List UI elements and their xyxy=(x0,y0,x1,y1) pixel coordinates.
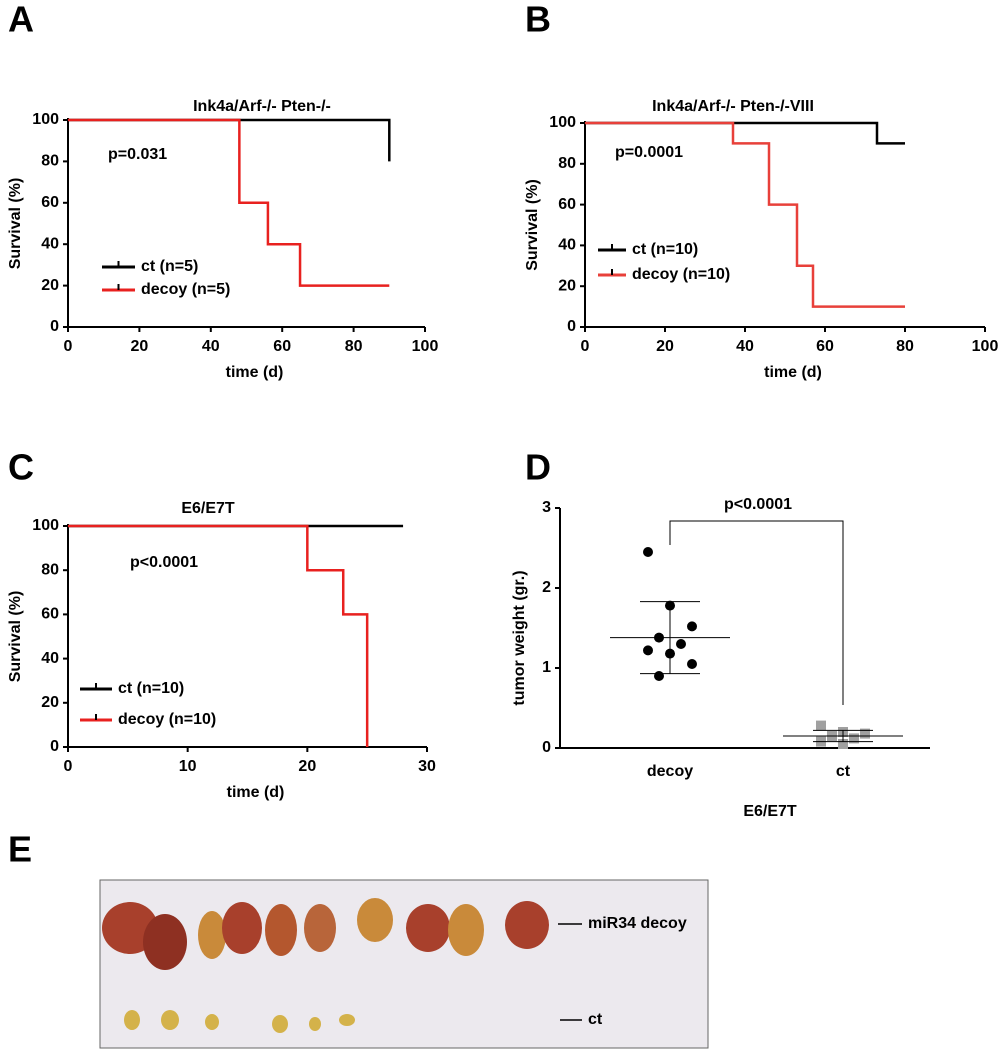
data-point xyxy=(676,639,686,649)
panel-letter: D xyxy=(525,447,551,488)
x-tick-label: 20 xyxy=(298,758,316,775)
tumor-photo xyxy=(99,879,709,1049)
x-tick-label: decoy xyxy=(647,763,693,780)
legend-label: decoy (n=10) xyxy=(632,266,730,283)
x-tick-label: 20 xyxy=(656,338,674,355)
y-tick-label: 100 xyxy=(32,517,59,534)
panel-letter: E xyxy=(8,829,32,870)
annotation: p<0.0001 xyxy=(724,496,792,513)
y-tick-label: 40 xyxy=(558,237,576,254)
axes xyxy=(559,508,930,749)
data-point xyxy=(860,728,870,739)
photo-label: ct xyxy=(588,1011,603,1028)
data-point xyxy=(687,621,697,632)
y-axis-label: Survival (%) xyxy=(7,591,24,683)
legend-label: ct (n=10) xyxy=(118,680,184,697)
x-axis-label: time (d) xyxy=(764,364,822,381)
annotation: p=0.031 xyxy=(108,146,167,163)
y-tick-label: 60 xyxy=(41,606,59,623)
x-tick-label: 100 xyxy=(972,338,999,355)
y-tick-label: 60 xyxy=(41,194,59,211)
significance-bracket xyxy=(669,520,844,705)
data-point xyxy=(849,733,859,744)
legend-label: decoy (n=5) xyxy=(141,281,230,298)
y-tick-label: 40 xyxy=(41,650,59,667)
survival-curve xyxy=(68,118,390,287)
photo-label: miR34 decoy xyxy=(588,915,687,932)
x-tick-label: 10 xyxy=(179,758,197,775)
data-point xyxy=(687,659,697,669)
panel-letter: C xyxy=(8,447,34,488)
y-tick-label: 20 xyxy=(41,277,59,294)
x-tick-label: 80 xyxy=(345,338,363,355)
panel-letter: A xyxy=(8,0,34,40)
y-tick-label: 20 xyxy=(41,694,59,711)
survival-curve xyxy=(68,524,369,747)
y-axis-label: Survival (%) xyxy=(7,178,24,270)
legend-label: ct (n=5) xyxy=(141,258,198,275)
y-tick-label: 80 xyxy=(41,561,59,578)
y-tick-label: 80 xyxy=(558,155,576,172)
y-axis-label: Survival (%) xyxy=(524,179,541,271)
data-point xyxy=(838,739,848,749)
y-tick-label: 100 xyxy=(32,111,59,128)
y-tick-label: 20 xyxy=(558,277,576,294)
x-tick-label: 40 xyxy=(202,338,220,355)
y-tick-label: 80 xyxy=(41,153,59,170)
x-axis-label: E6/E7T xyxy=(743,803,797,820)
x-tick-label: 60 xyxy=(273,338,291,355)
x-axis-label: time (d) xyxy=(226,364,284,381)
survival-curve xyxy=(585,121,905,145)
data-point xyxy=(816,720,826,731)
annotation: p<0.0001 xyxy=(130,554,198,571)
y-tick-label: 2 xyxy=(542,579,551,596)
y-tick-label: 0 xyxy=(567,318,576,335)
legend-label: decoy (n=10) xyxy=(118,711,216,728)
y-tick-label: 0 xyxy=(542,739,551,756)
x-tick-label: 0 xyxy=(64,338,73,355)
x-tick-label: 40 xyxy=(736,338,754,355)
error-bar xyxy=(813,729,873,743)
chart-title: E6/E7T xyxy=(181,500,235,517)
chart-title: Ink4a/Arf-/- Pten-/-VIII xyxy=(652,98,814,115)
legend-label: ct (n=10) xyxy=(632,241,698,258)
data-point xyxy=(643,645,653,656)
chart-title: Ink4a/Arf-/- Pten-/- xyxy=(193,98,331,115)
y-axis-label: tumor weight (gr.) xyxy=(511,570,528,705)
survival-curve xyxy=(585,121,905,308)
x-tick-label: 0 xyxy=(64,758,73,775)
y-tick-label: 0 xyxy=(50,318,59,335)
y-tick-label: 100 xyxy=(549,114,576,131)
y-tick-label: 60 xyxy=(558,196,576,213)
y-tick-label: 0 xyxy=(50,738,59,755)
panel-letter: B xyxy=(525,0,551,40)
y-tick-label: 1 xyxy=(542,659,551,676)
x-tick-label: 80 xyxy=(896,338,914,355)
data-point xyxy=(654,671,664,681)
data-point xyxy=(643,547,653,557)
x-tick-label: 20 xyxy=(131,338,149,355)
x-axis-label: time (d) xyxy=(227,784,285,801)
y-tick-label: 3 xyxy=(542,499,551,516)
error-bar xyxy=(640,601,700,675)
annotation: p=0.0001 xyxy=(615,144,683,161)
x-tick-label: 0 xyxy=(581,338,590,355)
y-tick-label: 40 xyxy=(41,235,59,252)
x-tick-label: 60 xyxy=(816,338,834,355)
x-tick-label: 30 xyxy=(418,758,436,775)
x-tick-label: ct xyxy=(836,763,851,780)
x-tick-label: 100 xyxy=(412,338,439,355)
